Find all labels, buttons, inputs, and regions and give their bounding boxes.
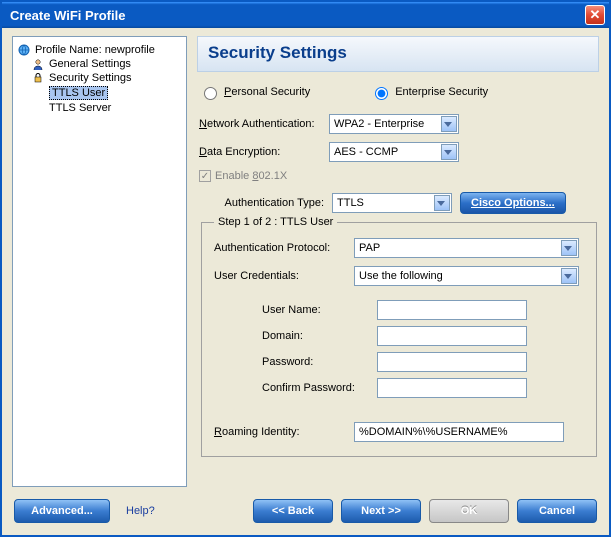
dropdown-data-enc[interactable]: AES - CCMP (329, 142, 459, 162)
dropdown-auth-type[interactable]: TTLS (332, 193, 452, 213)
wifi-profile-window: Create WiFi Profile ✕ Profile Name: newp… (0, 0, 611, 537)
label-data-enc: Data Encryption: (199, 146, 329, 158)
row-domain: Domain: (214, 326, 584, 346)
tree-ttls-server-label: TTLS Server (49, 102, 111, 114)
row-username: User Name: (214, 300, 584, 320)
tree-root[interactable]: Profile Name: newprofile (17, 43, 182, 57)
body: Profile Name: newprofile General Setting… (2, 28, 609, 487)
label-user-cred: User Credentials: (214, 270, 354, 282)
row-net-auth: Network Authentication: WPA2 - Enterpris… (199, 114, 599, 134)
label-roaming: Roaming Identity: (214, 426, 354, 438)
back-button[interactable]: << Back (253, 499, 333, 523)
label-auth-type: Authentication Type: (199, 197, 324, 209)
row-password: Password: (214, 352, 584, 372)
row-data-enc: Data Encryption: AES - CCMP (199, 142, 599, 162)
tree-general[interactable]: General Settings (31, 57, 182, 71)
radio-personal-input[interactable] (204, 87, 217, 100)
row-user-cred: User Credentials: Use the following (214, 266, 584, 286)
label-password: Password: (262, 356, 377, 368)
window-title: Create WiFi Profile (10, 8, 585, 23)
radio-personal[interactable]: Personal Security (199, 84, 310, 100)
row-enable-8021x: ✓ Enable 802.1X (199, 170, 599, 182)
step-fieldset: Step 1 of 2 : TTLS User Authentication P… (201, 216, 597, 457)
row-confirm-password: Confirm Password: (214, 378, 584, 398)
section-header: Security Settings (197, 36, 599, 72)
advanced-button[interactable]: Advanced... (14, 499, 110, 523)
globe-icon (17, 44, 31, 56)
label-domain: Domain: (262, 330, 377, 342)
dropdown-auth-protocol-value: PAP (359, 242, 380, 254)
tree-security-label: Security Settings (49, 72, 132, 84)
checkbox-8021x: ✓ (199, 170, 211, 182)
label-net-auth: Network Authentication: (199, 118, 329, 130)
row-roaming: Roaming Identity: (214, 422, 584, 442)
dropdown-data-enc-value: AES - CCMP (334, 146, 398, 158)
tree-ttls-user-label: TTLS User (49, 86, 108, 100)
tree-general-label: General Settings (49, 58, 131, 70)
tree-ttls-user[interactable]: TTLS User (49, 85, 182, 101)
titlebar: Create WiFi Profile ✕ (2, 2, 609, 28)
right-panel: Security Settings Personal Security Ente… (197, 36, 599, 487)
dropdown-net-auth-value: WPA2 - Enterprise (334, 118, 424, 130)
dropdown-net-auth[interactable]: WPA2 - Enterprise (329, 114, 459, 134)
radio-enterprise-label: Enterprise Security (395, 86, 488, 98)
input-password[interactable] (377, 352, 527, 372)
tree-security[interactable]: Security Settings (31, 71, 182, 85)
footer: Advanced... Help? << Back Next >> OK Can… (2, 487, 609, 535)
step-legend: Step 1 of 2 : TTLS User (214, 216, 337, 228)
label-confirm-password: Confirm Password: (262, 382, 377, 394)
close-icon[interactable]: ✕ (585, 5, 605, 25)
row-auth-type: Authentication Type: TTLS Cisco Options.… (199, 192, 599, 214)
ok-button[interactable]: OK (429, 499, 509, 523)
dropdown-auth-protocol[interactable]: PAP (354, 238, 579, 258)
form-area: Personal Security Enterprise Security Ne… (197, 84, 599, 457)
input-confirm-password[interactable] (377, 378, 527, 398)
row-auth-protocol: Authentication Protocol: PAP (214, 238, 584, 258)
radio-enterprise-input[interactable] (375, 87, 388, 100)
cisco-options-button[interactable]: Cisco Options... (460, 192, 566, 214)
dropdown-auth-type-value: TTLS (337, 197, 364, 209)
help-link[interactable]: Help? (126, 505, 155, 517)
nav-tree: Profile Name: newprofile General Setting… (12, 36, 187, 487)
label-username: User Name: (262, 304, 377, 316)
dropdown-user-cred[interactable]: Use the following (354, 266, 579, 286)
cancel-button[interactable]: Cancel (517, 499, 597, 523)
security-mode-row: Personal Security Enterprise Security (199, 84, 599, 100)
tree-ttls-server[interactable]: TTLS Server (49, 101, 182, 115)
tree-root-label: Profile Name: newprofile (35, 44, 155, 56)
input-roaming[interactable] (354, 422, 564, 442)
input-username[interactable] (377, 300, 527, 320)
radio-enterprise[interactable]: Enterprise Security (370, 84, 488, 100)
dropdown-user-cred-value: Use the following (359, 270, 443, 282)
next-button[interactable]: Next >> (341, 499, 421, 523)
label-auth-protocol: Authentication Protocol: (214, 242, 354, 254)
label-enable-8021x: Enable 802.1X (215, 170, 287, 182)
input-domain[interactable] (377, 326, 527, 346)
person-icon (31, 58, 45, 70)
lock-icon (31, 72, 45, 84)
radio-personal-label: ersonal Security (231, 86, 310, 98)
